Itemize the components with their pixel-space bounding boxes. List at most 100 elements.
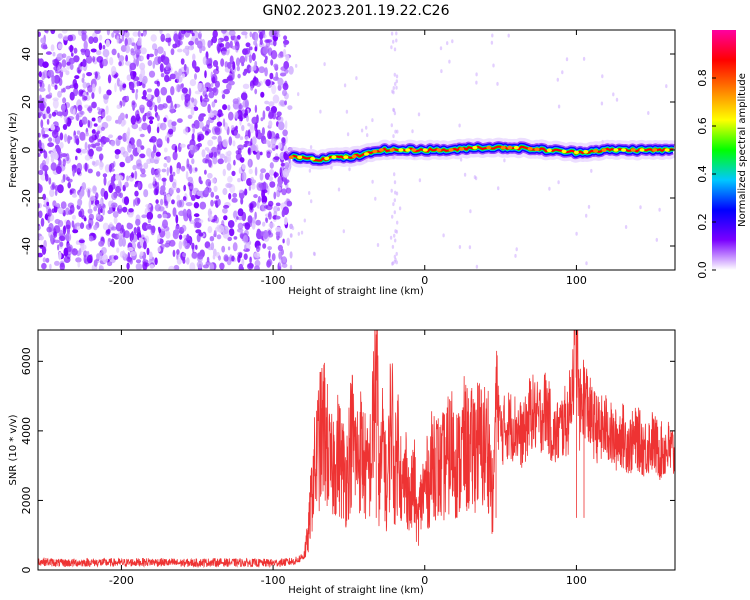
noise-cell [141,122,149,131]
sparse-noise-cell [393,47,397,52]
noise-cell [92,56,96,63]
noise-cell [116,104,122,110]
noise-cell [247,122,251,127]
noise-cell [61,53,67,59]
noise-cell [102,58,108,67]
noise-cell [211,76,216,84]
noise-cell [268,222,275,228]
sparse-noise-cell [303,218,306,223]
noise-cell [278,121,285,131]
noise-cell [67,135,71,144]
noise-cell [125,54,128,63]
noise-cell [176,75,183,83]
noise-cell [223,89,230,95]
noise-cell [53,152,59,160]
noise-cell [91,117,96,122]
noise-cell [221,50,227,56]
noise-cell [247,215,253,224]
noise-cell [284,162,290,169]
noise-cell [38,169,44,176]
noise-cell [244,47,250,55]
noise-cell [97,138,101,143]
noise-cell [169,174,174,183]
noise-cell [225,151,228,157]
noise-cell [284,120,288,130]
noise-cell [263,229,269,240]
sparse-noise-cell [439,46,443,51]
noise-cell [188,213,192,222]
noise-cell [119,192,123,199]
sparse-noise-cell [440,69,443,74]
noise-cell [143,189,149,198]
noise-cell [207,40,212,49]
noise-cell [46,201,50,206]
noise-cell [210,242,215,251]
noise-cell [217,198,221,206]
noise-cell [176,194,181,202]
noise-cell [273,63,279,68]
noise-cell [237,178,241,183]
noise-cell [113,74,118,79]
colorbar-label: Normalized spectral amplitude [737,73,748,227]
noise-cell [157,233,161,243]
noise-cell [142,82,146,89]
noise-cell [154,48,158,57]
noise-cell [160,54,166,61]
noise-cell [277,116,284,124]
noise-cell [286,200,293,207]
noise-cell [173,33,179,43]
noise-cell [131,42,136,47]
noise-cell [265,217,268,222]
noise-cell [72,194,77,198]
noise-cell [163,147,168,153]
noise-cell [157,56,162,64]
noise-cell [98,34,103,41]
noise-cell [222,104,228,111]
noise-cell [69,204,75,214]
noise-cell [289,233,293,238]
noise-cell [195,244,198,250]
noise-cell [57,43,63,50]
noise-cell [67,34,74,42]
noise-cell [118,61,122,67]
noise-cell [262,189,268,194]
noise-cell [147,226,154,230]
sparse-noise-cell [557,104,561,109]
noise-cell [273,191,277,200]
noise-cell [159,30,163,35]
noise-cell [80,110,85,116]
noise-cell [223,254,229,262]
noise-cell [278,142,283,150]
noise-cell [159,122,167,131]
noise-cell [155,199,159,205]
noise-cell [184,126,189,136]
colorbar-gradient [712,30,736,270]
noise-cell [150,136,157,143]
noise-cell [232,140,236,147]
noise-cell [153,188,159,196]
noise-cell [67,246,72,253]
noise-cell [282,129,288,137]
noise-cell [157,46,164,54]
noise-cell [163,163,168,168]
noise-cell [148,251,153,260]
noise-cell [140,55,144,61]
noise-cell [180,165,186,172]
noise-cell [42,113,47,120]
noise-cell [160,243,165,250]
noise-cell [243,253,248,260]
sparse-noise-cell [392,108,396,113]
noise-cell [217,158,224,165]
noise-cell [211,101,216,108]
noise-cell [142,89,147,97]
noise-cell [51,74,55,85]
noise-cell [88,148,94,157]
noise-cell [261,30,265,36]
noise-cell [146,100,153,108]
noise-cell [222,187,228,196]
noise-cell [156,138,163,148]
sparse-noise-cell [575,231,578,236]
noise-cell [149,157,155,164]
noise-cell [88,213,95,221]
noise-cell [96,56,104,63]
